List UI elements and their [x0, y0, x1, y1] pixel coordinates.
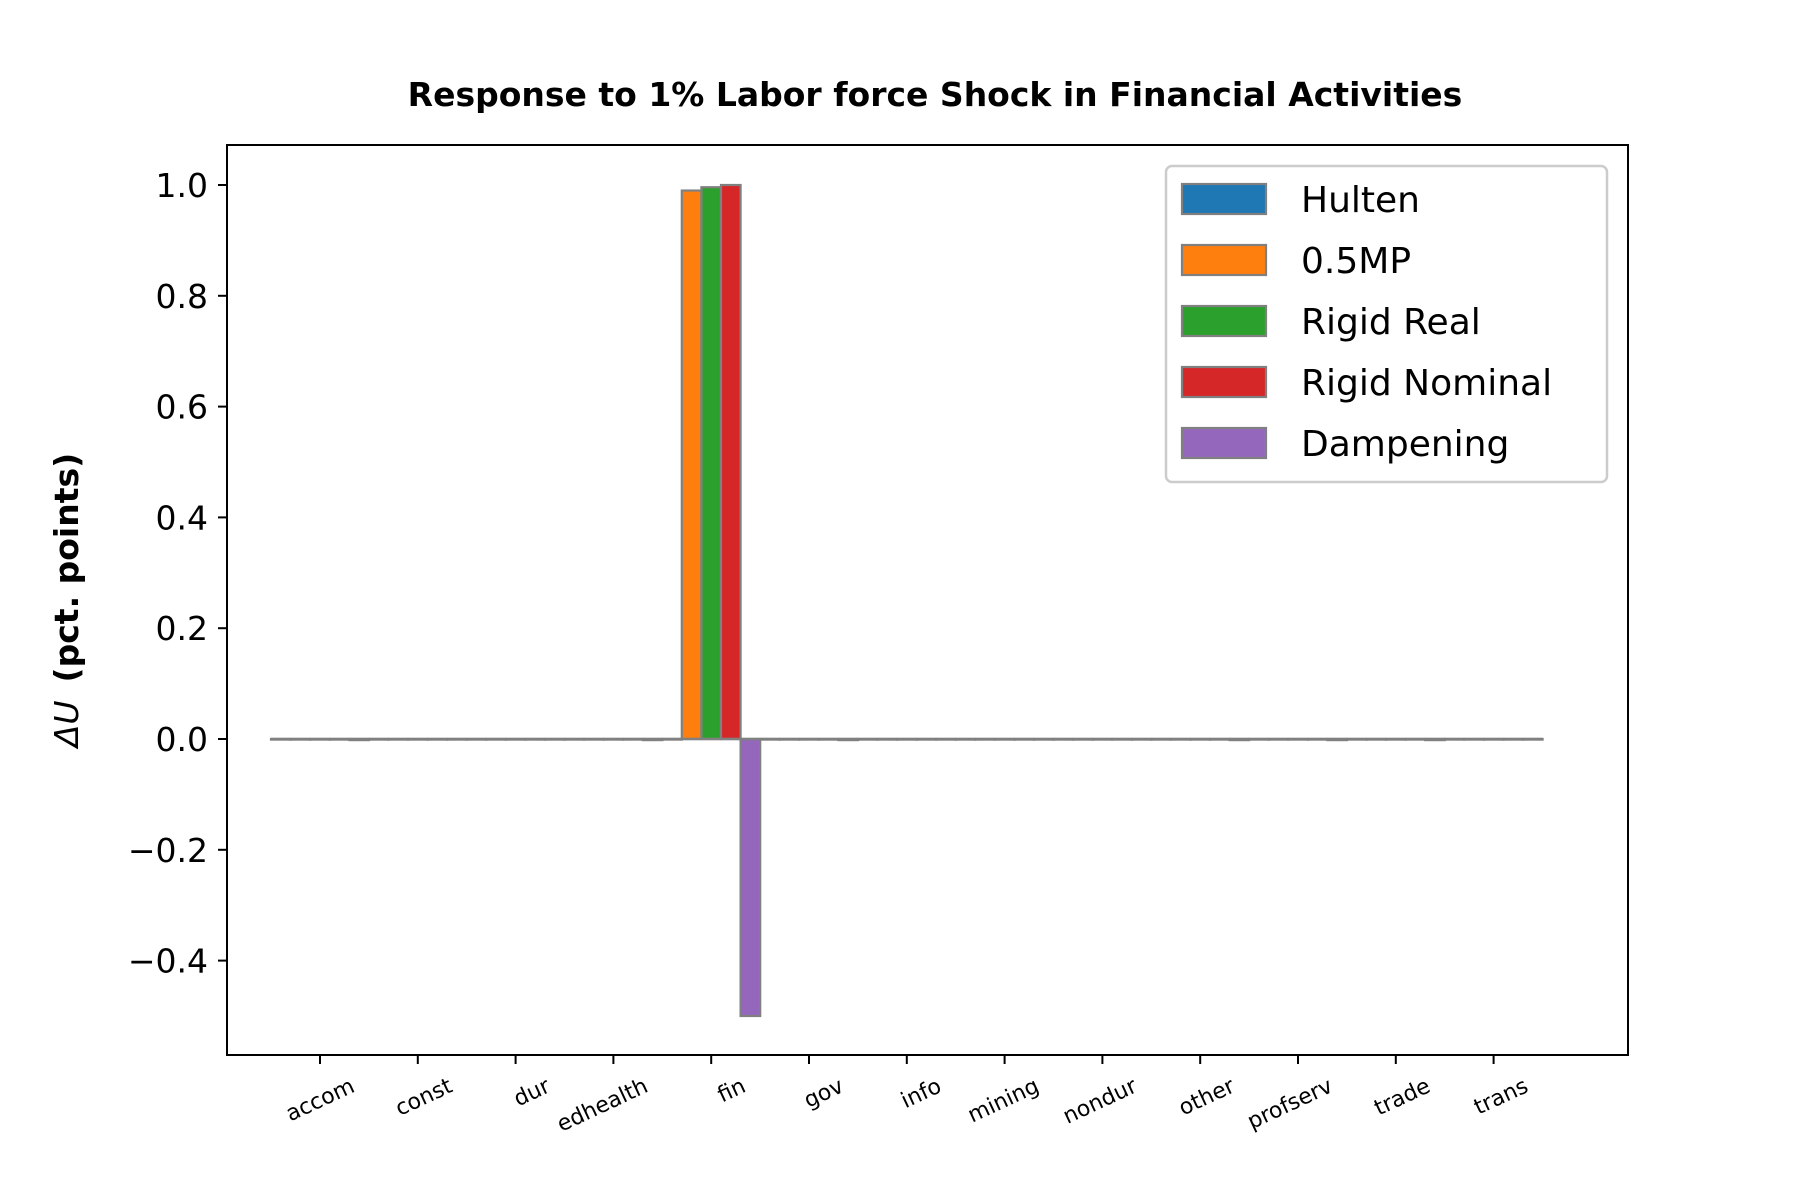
legend-swatch-0-5mp — [1180, 243, 1268, 277]
legend-swatch-dampening — [1180, 426, 1268, 460]
y-tick-label: 0.2 — [156, 609, 208, 648]
legend-label: Hulten — [1301, 180, 1420, 221]
svg-text:ΔU(pct. points): ΔU (pct. points) — [47, 453, 86, 750]
legend: Hulten 0.5MP Rigid Real Rigid Nominal Dampen… — [1164, 164, 1609, 484]
chart-title: Response to 1% Labor force Shock in Fina… — [408, 75, 1463, 114]
y-tick-label: 0.4 — [156, 498, 208, 537]
legend-label: 0.5MP — [1301, 241, 1411, 282]
y-axis: −0.4 −0.2 0.0 0.2 0.4 0.6 0.8 1.0 — [128, 166, 227, 981]
y-axis-label: ΔU (pct. points) — [47, 453, 86, 750]
y-axis-label-symbol: ΔU — [47, 700, 86, 750]
legend-label: Rigid Nominal — [1301, 363, 1552, 404]
y-tick-label: 0.8 — [156, 277, 208, 316]
plot-frame — [226, 144, 1629, 1056]
y-tick-label: −0.2 — [128, 831, 208, 870]
y-axis-label-text: (pct. points) — [47, 453, 86, 683]
bar-rigid-real-fin — [700, 186, 723, 741]
y-tick-label: −0.4 — [128, 942, 208, 981]
bar-rigid-nominal-fin — [719, 183, 742, 741]
legend-swatch-rigid-real — [1180, 304, 1268, 338]
legend-swatch-rigid-nominal — [1180, 365, 1268, 399]
legend-label: Rigid Real — [1301, 302, 1481, 343]
bar-0-5mp-fin — [680, 189, 703, 741]
legend-label: Dampening — [1301, 424, 1509, 465]
legend-box — [1164, 164, 1609, 484]
bar-dampening-fin — [739, 737, 762, 1018]
y-tick-label: 0.6 — [156, 388, 208, 427]
legend-swatch-hulten — [1180, 182, 1268, 216]
y-tick-label: 0.0 — [156, 720, 208, 759]
y-tick-label: 1.0 — [156, 166, 208, 205]
